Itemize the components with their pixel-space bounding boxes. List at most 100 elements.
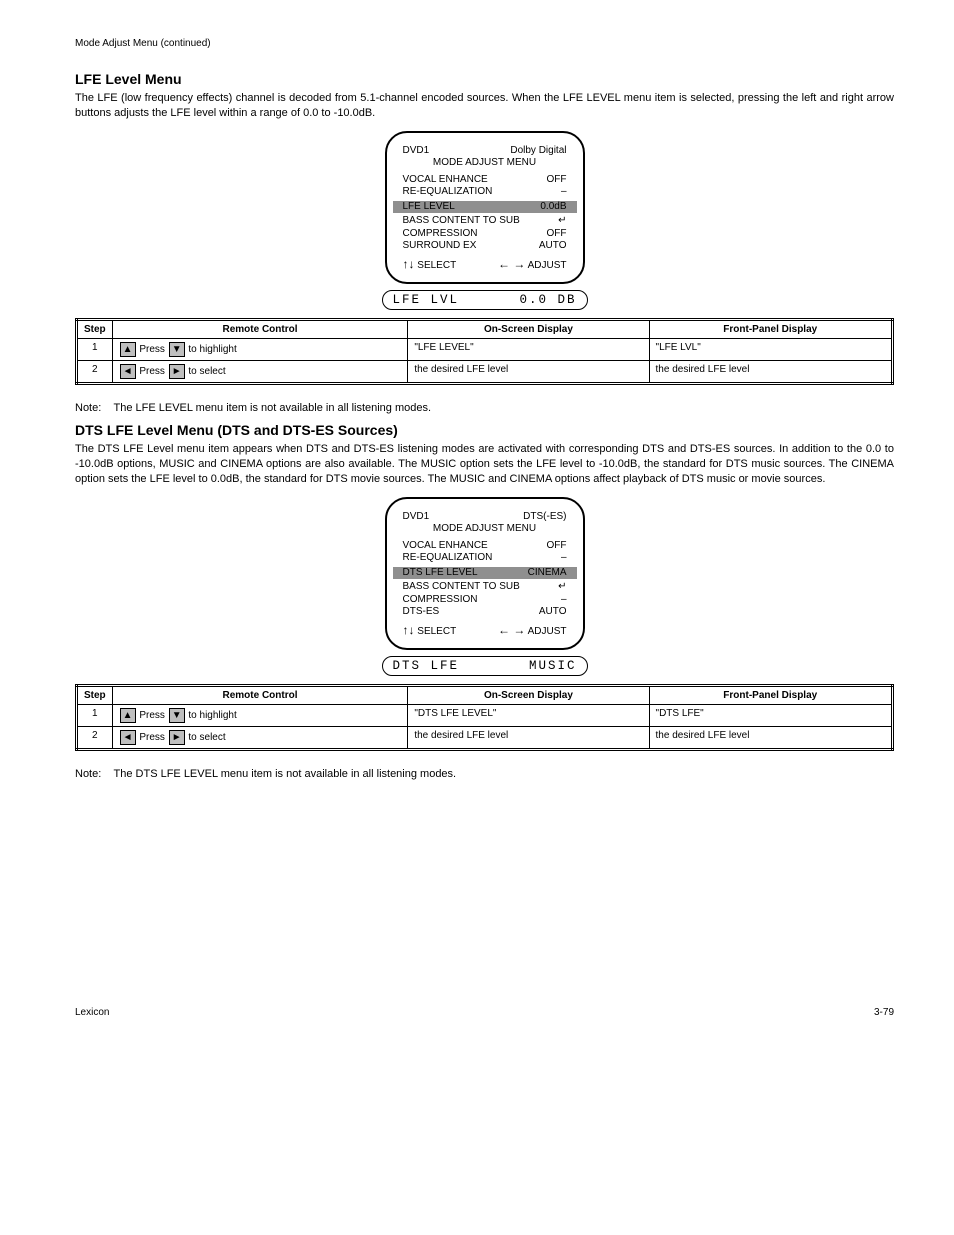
arrow-button-icon: ► (169, 364, 185, 379)
screen-row-label: DTS LFE LEVEL (403, 567, 478, 580)
screen-row: VOCAL ENHANCEOFF (397, 174, 573, 187)
table-cell-fpd: "DTS LFE" (649, 705, 892, 727)
table-header: Remote Control (112, 686, 408, 705)
table-header: Front-Panel Display (649, 686, 892, 705)
table-row: 1▲ Press ▼ to highlight"DTS LFE LEVEL""D… (77, 705, 893, 727)
screen-row-value: AUTO (539, 606, 567, 619)
screen-row: RE-EQUALIZATION – (397, 552, 573, 565)
screen1-header-right: Dolby Digital (510, 145, 566, 158)
updown-icon: ↑↓ (403, 623, 415, 637)
table-row: 1▲ Press ▼ to highlight"LFE LEVEL""LFE L… (77, 339, 893, 361)
screen-row-label: COMPRESSION (403, 594, 478, 607)
screen-row-value: ↵ (558, 215, 566, 228)
screen2-header-left: DVD1 (403, 511, 430, 524)
leftright-icon: ← → (498, 257, 525, 271)
screen-row: COMPRESSION – (397, 594, 573, 607)
screen-row-value: OFF (547, 228, 567, 241)
table-header: Step (77, 686, 113, 705)
table-cell-osd: the desired LFE level (408, 727, 649, 750)
screen1-hint-left: SELECT (417, 260, 456, 271)
table-cell-osd: the desired LFE level (408, 361, 649, 384)
screen-row-value: 0.0dB (540, 201, 566, 214)
screen-row-label: VOCAL ENHANCE (403, 174, 488, 187)
screen-row: BASS CONTENT TO SUB ↵ (397, 215, 573, 228)
screen1-hint-right: ADJUST (528, 260, 567, 271)
section2-table: StepRemote ControlOn-Screen DisplayFront… (75, 684, 894, 751)
table-cell-osd: "LFE LEVEL" (408, 339, 649, 361)
table-header: Front-Panel Display (649, 320, 892, 339)
table-cell-osd: "DTS LFE LEVEL" (408, 705, 649, 727)
section1-screen: DVD1 Dolby Digital MODE ADJUST MENU VOCA… (385, 131, 585, 285)
screen2-header-right: DTS(-ES) (523, 511, 566, 524)
screen-row: DTS-ES AUTO (397, 606, 573, 619)
table-cell-control: ◄ Press ► to select (112, 727, 408, 750)
table-header: On-Screen Display (408, 686, 649, 705)
table-cell-fpd: the desired LFE level (649, 727, 892, 750)
screen-row-label: VOCAL ENHANCE (403, 540, 488, 553)
table-cell-step: 2 (77, 361, 113, 384)
arrow-button-icon: ► (169, 730, 185, 745)
leftright-icon: ← → (498, 623, 525, 637)
table-cell-control: ◄ Press ► to select (112, 361, 408, 384)
section2-screen: DVD1 DTS(-ES) MODE ADJUST MENU VOCAL ENH… (385, 497, 585, 651)
footer-right: 3-79 (874, 1007, 894, 1018)
screen-row-label: RE-EQUALIZATION (403, 186, 493, 199)
screen1-title: MODE ADJUST MENU (397, 157, 573, 170)
screen2-hint-left: SELECT (417, 626, 456, 637)
table-header: Step (77, 320, 113, 339)
section1-note: Note: The LFE LEVEL menu item is not ava… (75, 401, 894, 416)
arrow-button-icon: ▲ (120, 708, 136, 723)
table-header: On-Screen Display (408, 320, 649, 339)
screen-row: BASS CONTENT TO SUB ↵ (397, 581, 573, 594)
screen-row-label: BASS CONTENT TO SUB (403, 581, 520, 594)
section2-heading: DTS LFE Level Menu (DTS and DTS-ES Sourc… (75, 422, 894, 438)
screen-row: SURROUND EX AUTO (397, 240, 573, 253)
table-cell-control: ▲ Press ▼ to highlight (112, 705, 408, 727)
screen-row: LFE LEVEL 0.0dB (393, 201, 577, 214)
screen-row: COMPRESSION OFF (397, 228, 573, 241)
lcd2-right: MUSIC (529, 659, 577, 673)
screen-row-value: AUTO (539, 240, 567, 253)
section2-note: Note: The DTS LFE LEVEL menu item is not… (75, 767, 894, 782)
screen-row-value: – (561, 186, 567, 199)
screen-row-value: – (561, 594, 567, 607)
page-header: Mode Adjust Menu (continued) (75, 38, 894, 49)
screen1-header-left: DVD1 (403, 145, 430, 158)
table-cell-step: 1 (77, 339, 113, 361)
screen-row: VOCAL ENHANCE OFF (397, 540, 573, 553)
screen-row: DTS LFE LEVEL CINEMA (393, 567, 577, 580)
lcd1-right: 0.0 DB (519, 293, 576, 307)
screen-row-label: SURROUND EX (403, 240, 477, 253)
screen-row-label: RE-EQUALIZATION (403, 552, 493, 565)
table-cell-fpd: "LFE LVL" (649, 339, 892, 361)
screen-row-label: COMPRESSION (403, 228, 478, 241)
screen2-title: MODE ADJUST MENU (397, 523, 573, 536)
arrow-button-icon: ◄ (120, 364, 136, 379)
screen-row-value: CINEMA (528, 567, 567, 580)
section1-table: StepRemote ControlOn-Screen DisplayFront… (75, 318, 894, 385)
screen-row-label: LFE LEVEL (403, 201, 455, 214)
screen-row-value: OFF (547, 540, 567, 553)
arrow-button-icon: ◄ (120, 730, 136, 745)
screen-row-label: BASS CONTENT TO SUB (403, 215, 520, 228)
arrow-button-icon: ▼ (169, 342, 185, 357)
table-row: 2◄ Press ► to selectthe desired LFE leve… (77, 727, 893, 750)
table-row: 2◄ Press ► to selectthe desired LFE leve… (77, 361, 893, 384)
section2-lcd: DTS LFE MUSIC (382, 656, 588, 676)
screen-row-value: – (561, 552, 567, 565)
arrow-button-icon: ▼ (169, 708, 185, 723)
table-cell-control: ▲ Press ▼ to highlight (112, 339, 408, 361)
table-cell-step: 2 (77, 727, 113, 750)
section1-paragraph: The LFE (low frequency effects) channel … (75, 91, 894, 121)
screen-row-label: DTS-ES (403, 606, 440, 619)
table-cell-step: 1 (77, 705, 113, 727)
table-cell-fpd: the desired LFE level (649, 361, 892, 384)
section1-heading: LFE Level Menu (75, 71, 894, 87)
screen-row: RE-EQUALIZATION – (397, 186, 573, 199)
screen-row-value: ↵ (558, 581, 566, 594)
section1-lcd: LFE LVL 0.0 DB (382, 290, 588, 310)
updown-icon: ↑↓ (403, 257, 415, 271)
table-header: Remote Control (112, 320, 408, 339)
screen2-hint-right: ADJUST (528, 626, 567, 637)
arrow-button-icon: ▲ (120, 342, 136, 357)
